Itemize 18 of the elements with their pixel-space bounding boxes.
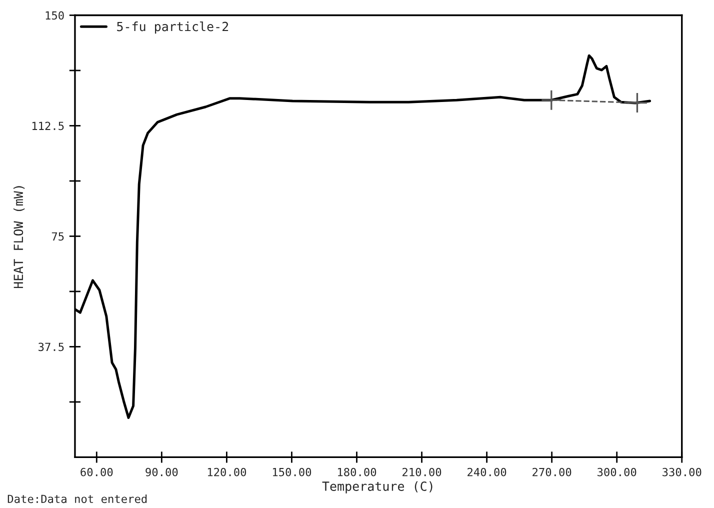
x-tick-label: 60.00 — [80, 468, 113, 476]
y-tick-label: 37.5 — [38, 342, 64, 352]
legend-label: 5-fu particle-2 — [117, 21, 228, 34]
x-tick-label: 120.00 — [208, 468, 246, 476]
text: Date:Data not entered — [8, 494, 147, 504]
x-tick-label: 90.00 — [146, 468, 178, 476]
x-tick-label: 210.00 — [402, 468, 442, 476]
x-tick-label: 150.00 — [272, 468, 312, 476]
x-tick-label: 300.00 — [598, 468, 636, 476]
x-tick-label: 240.00 — [468, 468, 506, 476]
x-tick-label: 180.00 — [338, 468, 376, 476]
y-tick-label: 75 — [52, 232, 64, 241]
y-axis-title: HEAT FLOW (mW) — [13, 186, 25, 288]
x-tick-label: 330.00 — [662, 468, 702, 476]
x-tick-label: 270.00 — [532, 468, 572, 476]
y-tick-label: 150 — [46, 11, 64, 20]
y-tick-label: 112.5 — [32, 122, 64, 130]
x-axis-title: Temperature (C) — [322, 481, 432, 494]
